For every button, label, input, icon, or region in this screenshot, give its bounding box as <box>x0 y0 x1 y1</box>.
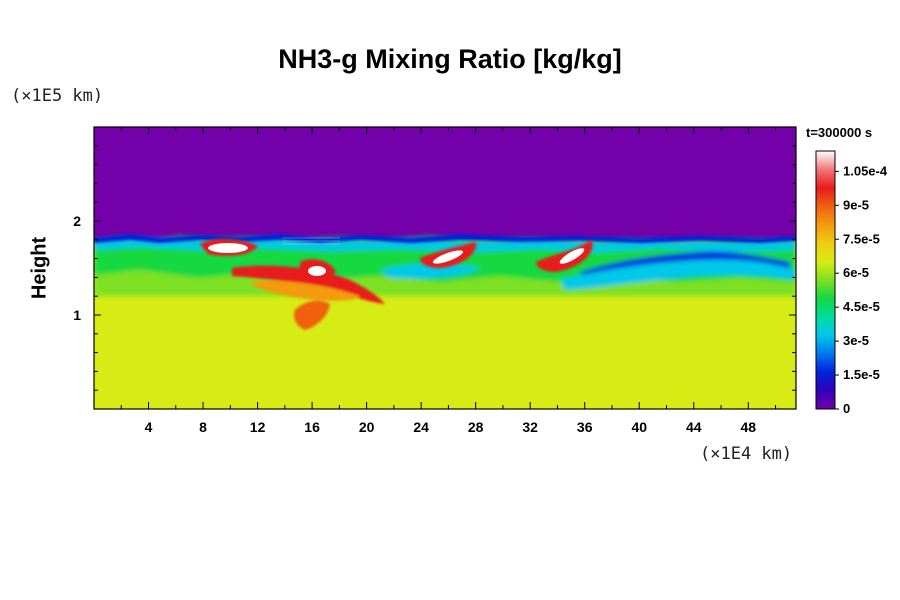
heatmap-field <box>94 127 796 409</box>
colorbar-label: 6e-5 <box>843 265 869 280</box>
y-axis-unit: (×1E5 km) <box>11 86 104 106</box>
y-axis-ticks: 12 <box>73 145 796 391</box>
faint-hatching <box>282 237 340 245</box>
colorbar-label: 4.5e-5 <box>843 299 880 314</box>
x-tick-label: 24 <box>413 419 429 435</box>
x-tick-label: 36 <box>577 419 593 435</box>
upper-layer <box>94 127 796 239</box>
red-filament-lower <box>294 300 330 330</box>
red-blob-right <box>536 240 593 272</box>
x-tick-label: 16 <box>304 419 320 435</box>
white-cores <box>208 243 585 276</box>
y-tick-label: 1 <box>73 307 81 323</box>
x-tick-label: 4 <box>145 419 153 435</box>
colorbar-gradient <box>815 150 836 410</box>
x-tick-label: 48 <box>741 419 757 435</box>
x-tick-label: 44 <box>686 419 702 435</box>
colorbar-label: 9e-5 <box>843 197 869 212</box>
time-label: t=300000 s <box>806 125 873 140</box>
x-tick-label: 8 <box>199 419 207 435</box>
x-axis-ticks: 4 8 12 16 20 24 28 32 36 40 44 48 <box>120 127 777 435</box>
cyan-band-top <box>94 238 796 252</box>
y-tick-label: 2 <box>73 213 81 229</box>
white-core-center <box>308 266 326 276</box>
colorbar-label: 3e-5 <box>843 333 869 348</box>
colorbar: 0 1.5e-5 3e-5 4.5e-5 6e-5 7.5e-5 9e-5 1.05e-4 <box>815 150 888 416</box>
x-axis-unit: (×1E4 km) <box>700 444 793 464</box>
colorbar-label: 1.5e-5 <box>843 367 880 382</box>
top-edge-blue <box>94 234 796 243</box>
x-tick-label: 40 <box>631 419 647 435</box>
cyan-band-right <box>560 259 796 290</box>
x-tick-label: 32 <box>522 419 538 435</box>
white-core-right <box>559 248 585 264</box>
x-tick-label: 28 <box>468 419 484 435</box>
colorbar-label: 1.05e-4 <box>843 163 888 178</box>
white-core-left <box>208 243 248 253</box>
x-tick-label: 20 <box>359 419 375 435</box>
chart-title: NH3-g Mixing Ratio [kg/kg] <box>278 44 622 74</box>
cyan-patch-middle <box>380 263 480 279</box>
plot-frame <box>93 126 797 410</box>
colorbar-label: 0 <box>843 401 850 416</box>
colorbar-label: 7.5e-5 <box>843 231 880 246</box>
x-tick-label: 12 <box>250 419 266 435</box>
orange-plume <box>250 280 360 301</box>
white-core-mid <box>432 250 464 264</box>
